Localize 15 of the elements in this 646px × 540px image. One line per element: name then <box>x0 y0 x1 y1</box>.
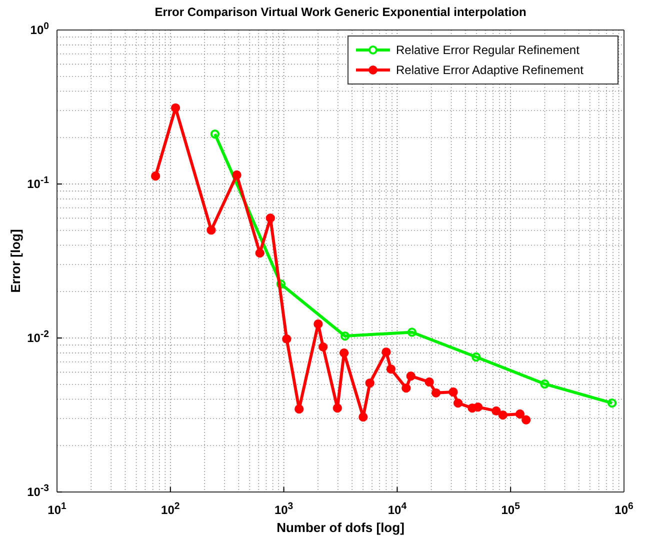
y-tick-label: 10$^{-3}$ <box>27 482 49 499</box>
chart-title: Error Comparison Virtual Work Generic Exponential interpolation <box>154 5 526 19</box>
x-tick-label: 10$^{5}$ <box>501 500 521 517</box>
y-tick-label: 10$^{-2}$ <box>27 328 49 345</box>
x-axis-title: Number of dofs [log] <box>276 520 404 535</box>
y-axis-title: Error [log] <box>8 229 23 293</box>
x-tick-label: 10$^{1}$ <box>48 500 68 517</box>
legend-label: Relative Error Adaptive Refinement <box>396 63 584 77</box>
y-tick-label: 10$^{-1}$ <box>27 174 50 191</box>
x-tick-label: 10$^{6}$ <box>614 500 634 517</box>
x-tick-label: 10$^{2}$ <box>161 500 180 517</box>
x-tick-label: 10$^{4}$ <box>388 500 408 517</box>
legend-label: Relative Error Regular Refinement <box>396 43 580 57</box>
x-tick-label: 10$^{3}$ <box>274 500 294 517</box>
y-tick-label: 10$^{0}$ <box>30 20 49 37</box>
